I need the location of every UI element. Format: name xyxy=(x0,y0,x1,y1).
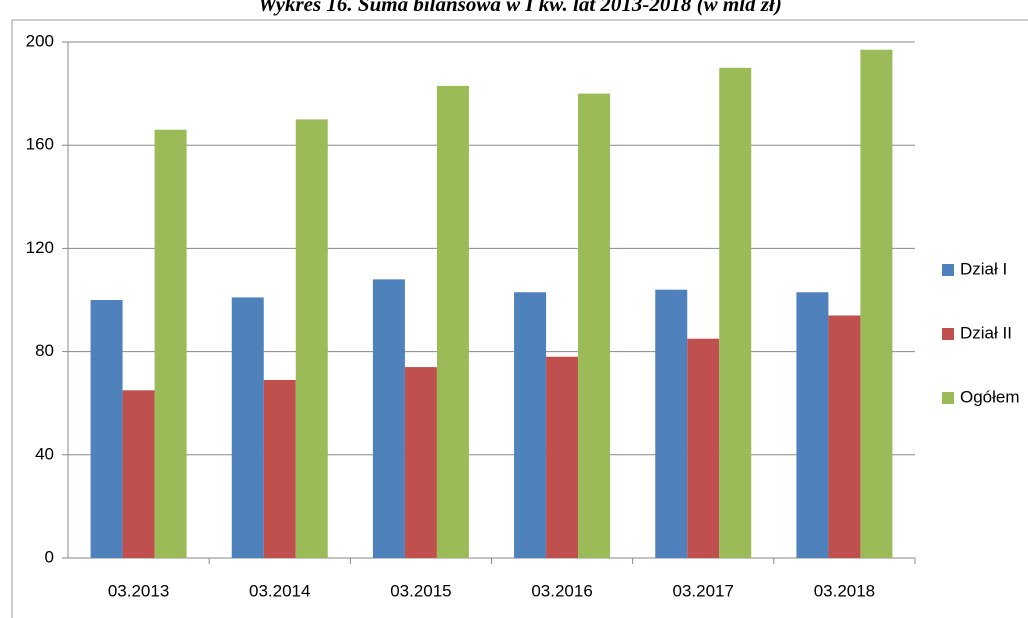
bar xyxy=(154,129,187,558)
bar xyxy=(231,297,264,558)
legend-label: Dział II xyxy=(960,323,1012,342)
x-tick-label: 03.2013 xyxy=(108,581,169,600)
x-tick-label: 03.2018 xyxy=(814,581,875,600)
bar xyxy=(404,367,437,558)
chart-title: Wykres 16. Suma bilansowa w I kw. lat 20… xyxy=(258,0,782,16)
bar xyxy=(796,292,829,558)
legend-label: Dział I xyxy=(960,259,1007,278)
bar xyxy=(90,300,123,558)
y-tick-label: 40 xyxy=(35,444,54,463)
bar xyxy=(687,338,720,558)
legend-label: Ogółem xyxy=(960,387,1020,406)
bar xyxy=(122,390,155,558)
y-tick-label: 160 xyxy=(26,135,54,154)
y-tick-label: 0 xyxy=(45,547,54,566)
bar xyxy=(295,119,328,559)
x-tick-label: 03.2016 xyxy=(531,581,592,600)
bar xyxy=(719,67,752,559)
bar xyxy=(263,379,296,558)
bar xyxy=(372,279,405,558)
bar xyxy=(546,356,579,558)
x-tick-label: 03.2014 xyxy=(249,581,310,600)
y-tick-label: 200 xyxy=(26,31,54,50)
x-tick-label: 03.2015 xyxy=(390,581,451,600)
chart-frame xyxy=(11,19,1028,618)
bar xyxy=(828,315,861,558)
legend-swatch xyxy=(942,264,954,276)
bar xyxy=(655,289,688,558)
bar xyxy=(514,292,547,558)
legend-swatch xyxy=(942,392,954,404)
y-tick-label: 80 xyxy=(35,341,54,360)
bar xyxy=(578,93,611,558)
bar xyxy=(860,49,893,559)
y-tick-label: 120 xyxy=(26,238,54,257)
bar xyxy=(436,85,469,559)
x-tick-label: 03.2017 xyxy=(673,581,734,600)
legend-swatch xyxy=(942,328,954,340)
